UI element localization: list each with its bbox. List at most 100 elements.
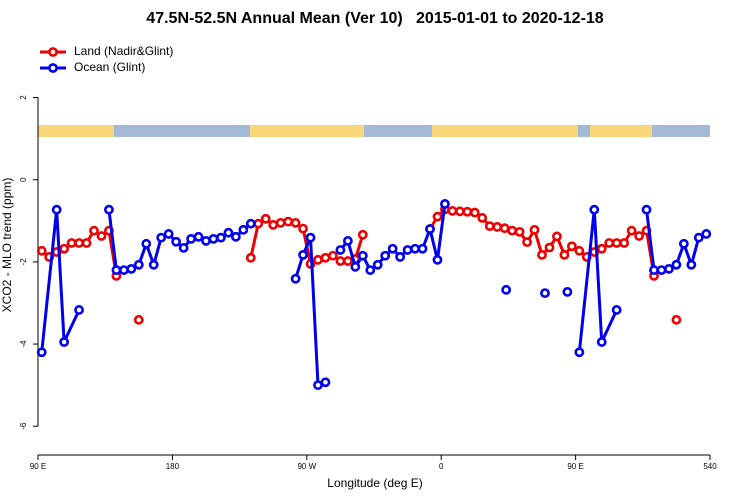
data-point: [432, 211, 443, 222]
data-point: [596, 243, 607, 254]
y-tick-label: 0: [19, 177, 28, 182]
data-point: [357, 229, 368, 240]
data-point: [66, 238, 77, 248]
x-tick-label: 90 W: [297, 462, 316, 471]
data-point: [96, 231, 107, 241]
data-point: [492, 222, 503, 232]
data-point: [671, 314, 682, 325]
data-point: [693, 232, 704, 243]
data-point: [372, 259, 383, 270]
data-point: [686, 259, 697, 270]
data-point: [501, 284, 512, 295]
data-point: [342, 256, 353, 266]
data-point: [59, 243, 70, 254]
data-point: [522, 237, 532, 248]
data-point: [328, 250, 338, 261]
data-point: [365, 265, 376, 275]
data-point: [193, 231, 204, 242]
data-point: [432, 254, 443, 265]
data-point: [275, 217, 286, 228]
data-point: [387, 243, 398, 254]
data-point: [290, 217, 301, 228]
data-point: [380, 250, 391, 261]
data-point: [649, 265, 659, 275]
data-point: [357, 250, 368, 261]
data-point: [201, 236, 211, 246]
data-point: [350, 261, 361, 272]
data-point: [238, 224, 249, 235]
data-point: [552, 231, 562, 242]
series-line: [40, 203, 707, 388]
data-point: [148, 259, 159, 270]
data-point: [283, 216, 294, 227]
data-point: [342, 236, 353, 246]
data-point: [141, 238, 152, 249]
data-point: [260, 213, 271, 224]
data-point: [36, 245, 47, 256]
data-point: [626, 225, 637, 236]
data-point: [574, 347, 585, 358]
data-point: [477, 213, 488, 223]
data-point: [298, 223, 308, 234]
data-point: [619, 238, 630, 248]
data-point: [395, 252, 406, 262]
data-point: [178, 243, 189, 253]
data-point: [126, 263, 137, 274]
data-point: [425, 224, 435, 234]
data-point: [499, 223, 510, 234]
y-tick-label: -6: [19, 422, 28, 430]
x-tick-label: 180: [166, 462, 180, 471]
land-strip: [432, 125, 578, 137]
land-strip: [38, 125, 114, 137]
data-point: [596, 337, 607, 347]
data-point: [245, 218, 256, 229]
land-ocean-strip: [38, 125, 710, 137]
data-point: [678, 238, 689, 249]
data-point: [51, 204, 62, 215]
data-point: [104, 204, 114, 215]
data-point: [81, 238, 92, 248]
data-point: [230, 231, 241, 242]
data-point: [313, 380, 323, 391]
data-point: [529, 224, 540, 235]
data-point: [216, 232, 226, 243]
legend-marker: [48, 47, 58, 57]
data-point: [298, 249, 308, 260]
data-point: [305, 232, 316, 243]
data-point: [133, 259, 144, 270]
data-point: [36, 347, 47, 358]
x-tick-label: 0: [439, 462, 444, 471]
data-point: [469, 207, 480, 218]
data-point: [544, 242, 555, 253]
data-point: [268, 220, 279, 230]
y-tick-label: 2: [19, 95, 28, 100]
x-tick-label: 540: [703, 462, 717, 471]
data-point: [171, 236, 182, 247]
data-point: [156, 232, 167, 243]
data-point: [163, 229, 174, 239]
data-point: [253, 218, 264, 229]
data-point: [454, 206, 465, 217]
data-point: [589, 204, 600, 215]
y-tick-label: -4: [19, 340, 28, 348]
legend-label: Land (Nadir&Glint): [74, 44, 173, 58]
data-point: [540, 288, 550, 299]
x-tick-label: 90 E: [567, 462, 583, 471]
data-point: [59, 337, 70, 347]
data-point: [320, 252, 331, 263]
data-point: [447, 206, 458, 216]
data-point: [111, 265, 122, 275]
chart-title: 47.5N-52.5N Annual Mean (Ver 10) 2015-01…: [146, 10, 604, 27]
data-point: [656, 265, 667, 275]
data-point: [701, 229, 712, 239]
data-point: [611, 305, 622, 315]
data-point: [410, 243, 420, 254]
data-point: [671, 259, 682, 270]
data-point: [566, 241, 577, 252]
data-point: [507, 225, 518, 236]
data-point: [133, 314, 144, 325]
x-tick-label: 90 E: [30, 462, 46, 471]
data-point: [604, 238, 615, 248]
data-point: [634, 231, 644, 241]
